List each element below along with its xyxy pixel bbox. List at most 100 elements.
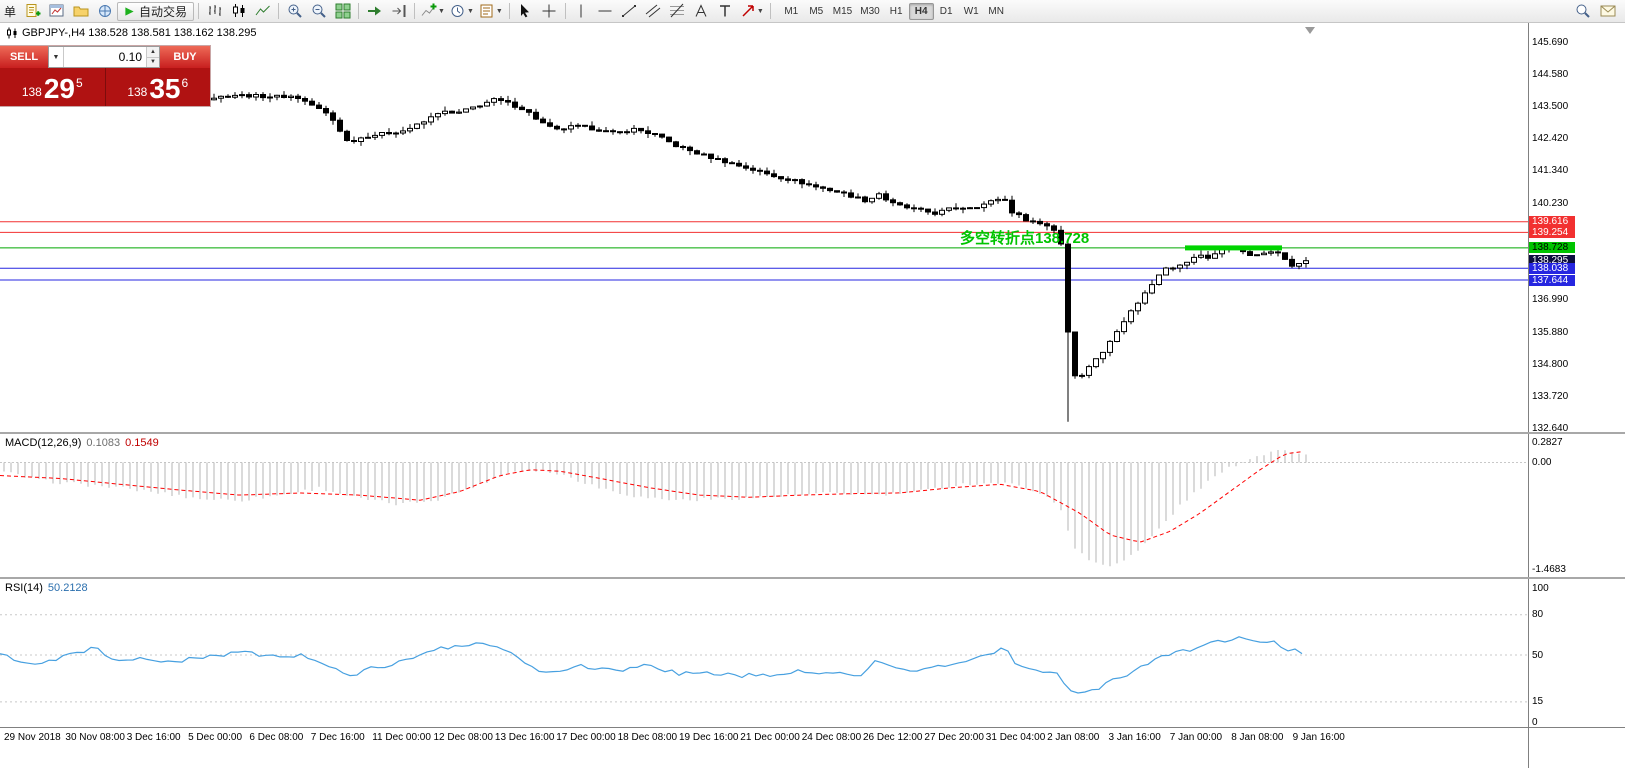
profiles-button[interactable] bbox=[69, 2, 92, 21]
zoom-out-button[interactable] bbox=[307, 2, 330, 21]
zoom-in-button[interactable] bbox=[283, 2, 306, 21]
support-2-label: 137.644 bbox=[1529, 274, 1575, 286]
new-order-icon bbox=[26, 4, 41, 17]
macd-name: MACD(12,26,9) bbox=[5, 437, 82, 449]
time-axis-label: 24 Dec 08:00 bbox=[801, 732, 862, 743]
arrows-button[interactable]: ▼ bbox=[738, 2, 766, 21]
resistance-1-label: 139.616 bbox=[1529, 216, 1575, 228]
text-label-icon bbox=[720, 5, 731, 17]
pivot-highlight-segment[interactable] bbox=[1185, 245, 1282, 251]
macd-panel-canvas[interactable] bbox=[0, 434, 1528, 577]
one-click-trading-panel: SELL ▼ 0.10 ▲ ▼ BUY 138 29 5 138 35 6 bbox=[0, 46, 210, 106]
rsi-panel-separator[interactable] bbox=[0, 577, 1625, 579]
buy-price-point: 6 bbox=[181, 76, 189, 90]
price-axis-label: 143.500 bbox=[1532, 101, 1569, 113]
timeframe-d1[interactable]: D1 bbox=[939, 5, 953, 17]
time-axis-label: 12 Dec 08:00 bbox=[433, 732, 494, 743]
pivot-annotation-text[interactable]: 多空转折点138.728 bbox=[960, 229, 1089, 247]
macd-panel-separator[interactable] bbox=[0, 432, 1625, 434]
auto-scroll-button[interactable] bbox=[363, 2, 386, 21]
toolbar-separator bbox=[769, 3, 771, 19]
main-chart-canvas[interactable]: 多空转折点138.728 bbox=[0, 23, 1528, 432]
horizontal-line-button[interactable] bbox=[594, 2, 617, 21]
timeframe-m1[interactable]: M1 bbox=[784, 5, 799, 17]
price-axis-label: 145.690 bbox=[1532, 36, 1569, 48]
toolbar: 单 自动交易 ▼ ▼ ▼ ▼ M1 M5 M15 M30 H1 H4 D1 W1 MN bbox=[0, 0, 1625, 23]
timeframe-h4[interactable]: H4 bbox=[908, 2, 934, 20]
trendline-button[interactable] bbox=[618, 2, 641, 21]
timeframe-h1[interactable]: H1 bbox=[889, 5, 903, 17]
auto-scroll-icon bbox=[367, 6, 381, 16]
timeframe-mn[interactable]: MN bbox=[988, 5, 1004, 17]
mail-button[interactable] bbox=[1596, 2, 1619, 21]
chart-window-button[interactable] bbox=[45, 2, 68, 21]
time-axis-label: 3 Jan 16:00 bbox=[1108, 732, 1161, 743]
timeframe-w1[interactable]: W1 bbox=[963, 5, 979, 17]
rsi-label: RSI(14) 50.2128 bbox=[5, 582, 88, 594]
volume-down-button[interactable]: ▼ bbox=[147, 57, 159, 67]
time-axis-label: 31 Dec 04:00 bbox=[985, 732, 1046, 743]
fibonacci-button[interactable] bbox=[666, 2, 689, 21]
channel-icon bbox=[646, 4, 661, 18]
text-button[interactable] bbox=[690, 2, 713, 21]
new-order-label-fragment[interactable]: 单 bbox=[4, 4, 17, 19]
toolbar-right-group bbox=[1571, 2, 1621, 21]
dropdown-arrow-icon: ▼ bbox=[52, 53, 60, 61]
chart-shift-marker[interactable] bbox=[1305, 27, 1315, 34]
volume-up-button[interactable]: ▲ bbox=[147, 47, 159, 58]
channel-button[interactable] bbox=[642, 2, 665, 21]
time-axis-separator bbox=[0, 727, 1625, 728]
volume-value[interactable]: 0.10 bbox=[118, 50, 142, 64]
macd-signal-line bbox=[0, 451, 1303, 543]
timeframe-m30[interactable]: M30 bbox=[860, 5, 880, 17]
crosshair-button[interactable] bbox=[538, 2, 561, 21]
time-axis-label: 27 Dec 20:00 bbox=[924, 732, 984, 743]
toolbar-separator bbox=[358, 3, 360, 19]
rsi-axis-label: 15 bbox=[1532, 696, 1544, 708]
chart-shift-icon bbox=[392, 5, 406, 17]
indicators-button[interactable]: ▼ bbox=[419, 2, 447, 21]
price-axis-label: 142.420 bbox=[1532, 133, 1569, 145]
templates-icon bbox=[480, 4, 493, 18]
sell-price-point: 5 bbox=[76, 76, 83, 90]
tile-windows-icon bbox=[335, 3, 351, 19]
time-axis[interactable]: 29 Nov 2018 30 Nov 08:00 3 Dec 16:00 5 Dec … bbox=[0, 730, 1528, 746]
search-button[interactable] bbox=[1571, 2, 1594, 21]
macd-axis-label: 0.00 bbox=[1532, 457, 1552, 468]
volume-dropdown-button[interactable]: ▼ bbox=[49, 47, 64, 67]
buy-button[interactable]: BUY bbox=[160, 46, 210, 68]
rsi-value: 50.2128 bbox=[47, 582, 88, 594]
line-chart-button[interactable] bbox=[251, 2, 274, 21]
text-label-button[interactable] bbox=[714, 2, 737, 21]
price-axis[interactable]: 145.690 144.580 143.500 142.420 141.340 140.2… bbox=[1528, 23, 1625, 768]
text-icon bbox=[695, 4, 707, 17]
current-price-label: 138.295 bbox=[1529, 255, 1575, 267]
one-click-price-row: 138 29 5 138 35 6 bbox=[0, 68, 210, 106]
vertical-line-button[interactable] bbox=[570, 2, 593, 21]
cursor-button[interactable] bbox=[514, 2, 537, 21]
navigator-button[interactable] bbox=[93, 2, 116, 21]
dropdown-arrow-icon: ▼ bbox=[438, 7, 445, 15]
timeframe-m5[interactable]: M5 bbox=[809, 5, 824, 17]
rsi-panel-canvas[interactable] bbox=[0, 579, 1528, 727]
price-divider bbox=[104, 68, 106, 106]
sell-button[interactable]: SELL bbox=[0, 46, 48, 68]
line-chart-icon bbox=[255, 5, 270, 16]
time-axis-label: 7 Jan 00:00 bbox=[1169, 732, 1223, 743]
timeframe-m15[interactable]: M15 bbox=[832, 5, 853, 17]
buy-price-display[interactable]: 138 35 6 bbox=[106, 68, 211, 106]
candlestick-chart-icon bbox=[232, 4, 245, 17]
periods-button[interactable]: ▼ bbox=[448, 2, 476, 21]
chart-shift-button[interactable] bbox=[387, 2, 410, 21]
time-axis-label: 29 Nov 2018 bbox=[4, 732, 61, 743]
sell-price-display[interactable]: 138 29 5 bbox=[0, 68, 105, 106]
new-order-button[interactable] bbox=[21, 2, 44, 21]
bars-chart-button[interactable] bbox=[203, 2, 226, 21]
templates-button[interactable]: ▼ bbox=[477, 2, 505, 21]
macd-axis-label: 0.2827 bbox=[1532, 436, 1563, 448]
tile-windows-button[interactable] bbox=[331, 2, 354, 21]
candlestick-chart-button[interactable] bbox=[227, 2, 250, 21]
autotrading-button[interactable]: 自动交易 bbox=[117, 1, 195, 21]
dropdown-arrow-icon: ▼ bbox=[466, 7, 474, 15]
crosshair-icon bbox=[542, 4, 556, 18]
